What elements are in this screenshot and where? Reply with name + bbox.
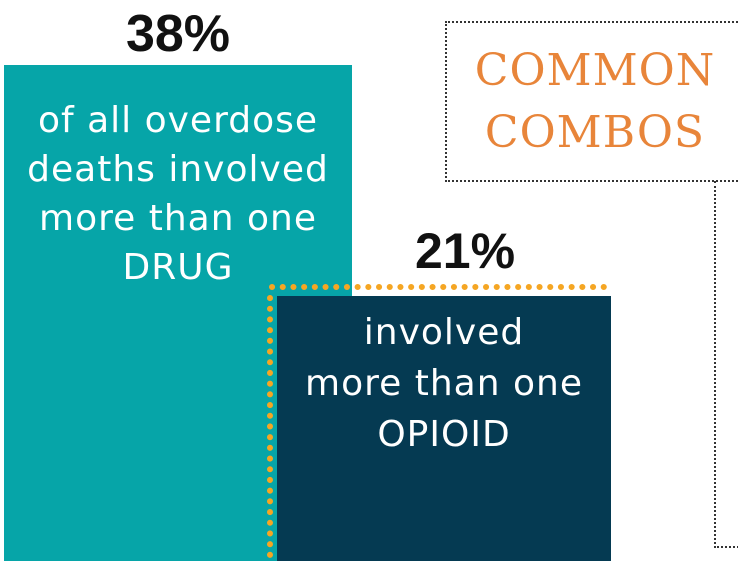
common-combos-title: COMMON COMBOS bbox=[445, 40, 738, 164]
opioids-block bbox=[277, 296, 611, 561]
opioids-line-1: involved bbox=[363, 312, 525, 353]
all-drugs-line-1: of all overdose bbox=[37, 100, 319, 141]
opioids-line-2: more than one bbox=[305, 363, 583, 404]
all-drugs-line-4: DRUG bbox=[122, 247, 234, 288]
common-combos-line-1: COMMON bbox=[474, 45, 716, 96]
all-drugs-percent: 38% bbox=[125, 5, 231, 63]
all-drugs-line-2: deaths involved bbox=[27, 149, 329, 190]
common-combos-line-2: COMBOS bbox=[484, 107, 706, 158]
opioids-line-3: OPIOID bbox=[377, 414, 511, 455]
all-drugs-description: of all overdose deaths involved more tha… bbox=[4, 96, 352, 292]
opioids-description: involved more than one OPIOID bbox=[277, 307, 611, 460]
common-combos-box bbox=[445, 21, 738, 182]
opioids-percent: 21% bbox=[414, 223, 516, 279]
all-drugs-line-3: more than one bbox=[39, 198, 317, 239]
common-combos-connector bbox=[714, 181, 738, 548]
